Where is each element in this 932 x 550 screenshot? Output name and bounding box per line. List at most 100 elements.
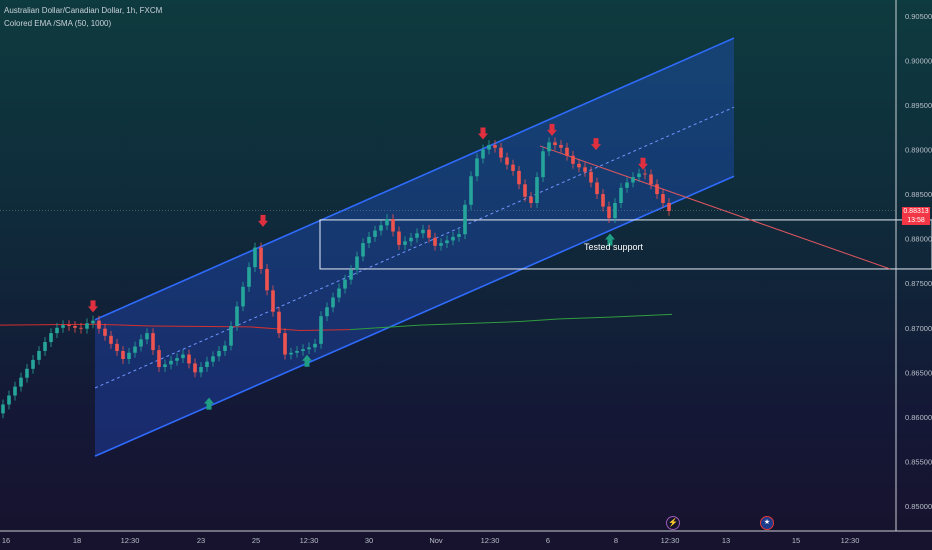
candle-body bbox=[301, 349, 305, 351]
candle-body bbox=[433, 237, 437, 246]
candle-body bbox=[517, 170, 521, 185]
candle-body bbox=[337, 288, 341, 298]
candle-body bbox=[175, 358, 179, 361]
y-tick-label: 0.88000 bbox=[905, 235, 932, 244]
candle-body bbox=[493, 145, 497, 148]
descending-trend-line bbox=[539, 145, 891, 270]
candle-body bbox=[307, 347, 311, 350]
candle-body bbox=[67, 325, 71, 327]
sell-arrow-icon bbox=[591, 138, 601, 151]
sell-arrow-icon bbox=[638, 157, 648, 170]
candle-body bbox=[229, 326, 233, 346]
candle-body bbox=[205, 361, 209, 368]
candle-body bbox=[49, 333, 53, 343]
candle-body bbox=[133, 346, 137, 353]
candle-body bbox=[349, 269, 353, 280]
candle-body bbox=[529, 196, 533, 203]
candle-body bbox=[121, 350, 125, 359]
lightning-icon[interactable]: ⚡ bbox=[666, 516, 680, 530]
y-tick-label: 0.86000 bbox=[905, 413, 932, 422]
candle-body bbox=[427, 229, 431, 238]
buy-arrow-icon bbox=[605, 233, 615, 246]
x-tick-label: 25 bbox=[252, 536, 260, 545]
candle-body bbox=[475, 158, 479, 177]
x-tick-label: 13 bbox=[722, 536, 730, 545]
candle-body bbox=[463, 204, 467, 235]
buy-arrow-icon bbox=[204, 397, 214, 410]
candle-body bbox=[169, 360, 173, 365]
x-tick-label: 18 bbox=[73, 536, 81, 545]
candle-body bbox=[145, 333, 149, 340]
channel-upper-line bbox=[94, 37, 735, 321]
candle-body bbox=[115, 343, 119, 351]
candle-body bbox=[595, 182, 599, 195]
candle-body bbox=[199, 367, 203, 373]
sell-arrow-icon bbox=[258, 214, 268, 227]
candle-body bbox=[223, 345, 227, 351]
candle-body bbox=[583, 167, 587, 172]
x-tick-label: Nov bbox=[429, 536, 443, 545]
candle-body bbox=[457, 234, 461, 237]
support-range-box bbox=[319, 219, 932, 270]
candle-body bbox=[97, 320, 101, 329]
candle-body bbox=[151, 333, 155, 351]
candle-body bbox=[601, 194, 605, 207]
candle-body bbox=[241, 286, 245, 307]
candle-body bbox=[571, 155, 575, 164]
candle-body bbox=[391, 219, 395, 232]
sell-arrow-icon bbox=[88, 300, 98, 313]
candle-body bbox=[103, 328, 107, 336]
ema-segment bbox=[419, 322, 471, 326]
candle-body bbox=[55, 327, 59, 334]
candle-body bbox=[295, 350, 299, 353]
ema-segment bbox=[469, 321, 521, 324]
x-tick-label: 12:30 bbox=[121, 536, 140, 545]
candle-body bbox=[481, 149, 485, 159]
x-tick-label: 6 bbox=[546, 536, 550, 545]
candle-body bbox=[109, 335, 113, 344]
ema-segment bbox=[349, 324, 421, 331]
candle-body bbox=[631, 177, 635, 183]
candle-body bbox=[313, 343, 317, 348]
candle-body bbox=[559, 145, 563, 148]
y-tick-label: 0.90500 bbox=[905, 12, 932, 21]
candle-body bbox=[253, 247, 257, 268]
candle-body bbox=[289, 352, 293, 355]
candle-body bbox=[667, 202, 671, 212]
y-tick-label: 0.87000 bbox=[905, 324, 932, 333]
candle-body bbox=[469, 176, 473, 205]
x-tick-label: 15 bbox=[792, 536, 800, 545]
candle-body bbox=[25, 368, 29, 378]
candle-body bbox=[91, 320, 95, 324]
flag-icon[interactable]: ★ bbox=[760, 516, 774, 530]
x-tick-label: 12:30 bbox=[841, 536, 860, 545]
candle-body bbox=[439, 243, 443, 246]
candle-body bbox=[661, 194, 665, 203]
candle-body bbox=[187, 354, 191, 364]
candle-body bbox=[619, 187, 623, 203]
candle-body bbox=[1, 404, 5, 414]
candle-body bbox=[397, 231, 401, 245]
candle-body bbox=[643, 173, 647, 175]
candle-body bbox=[355, 256, 359, 270]
candle-body bbox=[373, 230, 377, 237]
y-tick-label: 0.85500 bbox=[905, 458, 932, 467]
candle-body bbox=[181, 354, 185, 359]
candle-body bbox=[505, 157, 509, 165]
candle-body bbox=[385, 219, 389, 226]
candle-body bbox=[43, 342, 47, 351]
x-tick-label: 30 bbox=[365, 536, 373, 545]
y-tick-label: 0.86500 bbox=[905, 368, 932, 377]
candle-body bbox=[403, 241, 407, 245]
candle-body bbox=[61, 325, 65, 328]
candle-body bbox=[451, 236, 455, 241]
candle-body bbox=[325, 307, 329, 317]
candle-body bbox=[523, 184, 527, 197]
candle-body bbox=[487, 145, 491, 150]
candle-body bbox=[157, 350, 161, 368]
candle-body bbox=[367, 236, 371, 244]
candle-body bbox=[79, 327, 83, 329]
candle-body bbox=[277, 311, 281, 334]
